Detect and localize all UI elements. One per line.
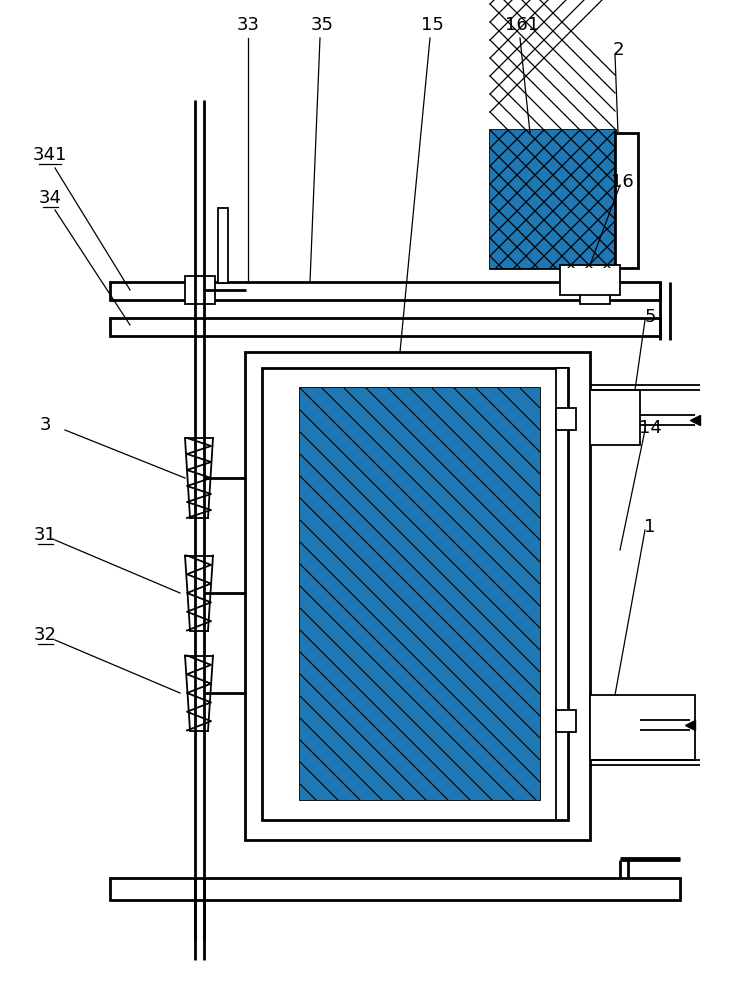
Bar bbox=[245, 352, 590, 840]
Text: 2: 2 bbox=[612, 41, 624, 59]
Text: 341: 341 bbox=[33, 146, 67, 164]
Bar bbox=[590, 390, 640, 445]
Bar bbox=[262, 368, 568, 820]
Bar bbox=[185, 276, 215, 304]
Text: 161: 161 bbox=[505, 16, 539, 34]
Bar bbox=[300, 388, 540, 800]
Text: 35: 35 bbox=[310, 16, 333, 34]
Bar bbox=[110, 318, 660, 336]
Bar bbox=[490, 130, 615, 268]
Bar bbox=[110, 282, 660, 300]
Text: 33: 33 bbox=[236, 16, 260, 34]
Bar bbox=[490, 130, 615, 268]
Bar bbox=[218, 208, 228, 283]
Text: 5: 5 bbox=[645, 308, 656, 326]
Text: 34: 34 bbox=[39, 189, 61, 207]
Text: 31: 31 bbox=[34, 526, 57, 544]
Bar bbox=[580, 276, 610, 304]
Text: 16: 16 bbox=[611, 173, 633, 191]
Bar bbox=[560, 265, 620, 295]
Bar bbox=[300, 388, 540, 800]
Text: 15: 15 bbox=[421, 16, 443, 34]
Bar bbox=[615, 133, 638, 268]
Text: 3: 3 bbox=[40, 416, 51, 434]
Bar bbox=[590, 695, 695, 760]
Bar bbox=[556, 710, 576, 732]
Bar bbox=[556, 408, 576, 430]
Bar bbox=[110, 878, 680, 900]
Text: 32: 32 bbox=[34, 626, 57, 644]
Bar bbox=[556, 368, 568, 820]
Text: 14: 14 bbox=[639, 419, 662, 437]
Text: 1: 1 bbox=[645, 518, 656, 536]
